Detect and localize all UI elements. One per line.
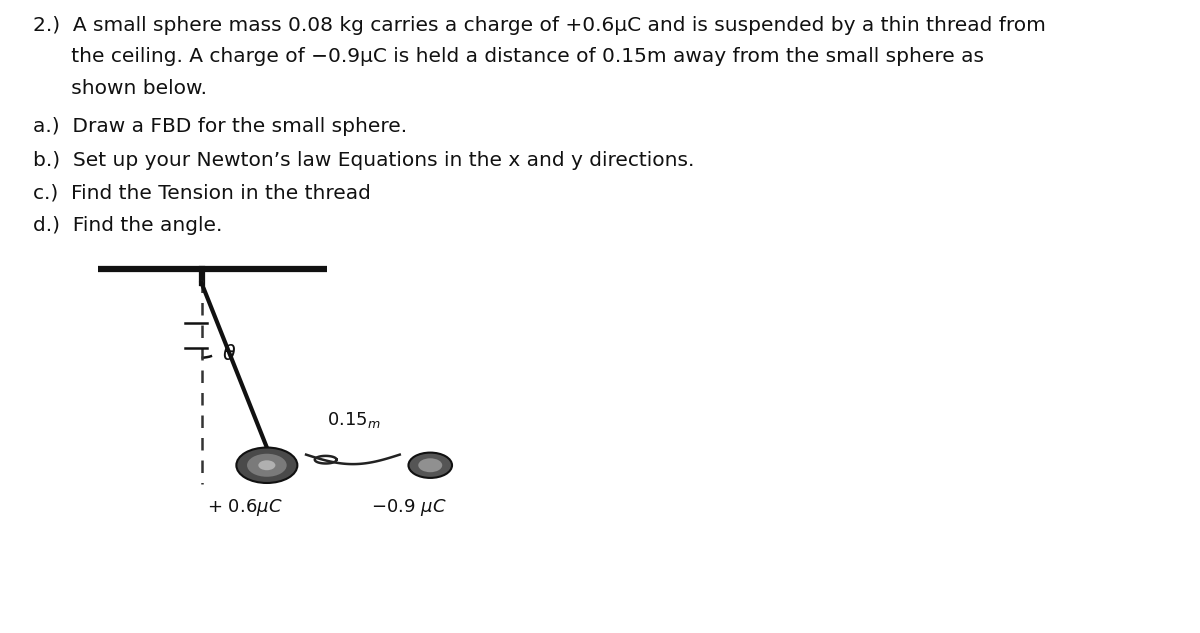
Text: 2.)  A small sphere mass 0.08 kg carries a charge of +0.6μC and is suspended by : 2.) A small sphere mass 0.08 kg carries … [32,16,1045,35]
Text: shown below.: shown below. [32,79,206,98]
Text: a.)  Draw a FBD for the small sphere.: a.) Draw a FBD for the small sphere. [32,117,407,136]
Text: the ceiling. A charge of −0.9μC is held a distance of 0.15m away from the small : the ceiling. A charge of −0.9μC is held … [32,47,984,66]
Circle shape [236,448,298,483]
Text: $0.15_m$: $0.15_m$ [328,410,380,430]
Text: d.)  Find the angle.: d.) Find the angle. [32,216,222,235]
Circle shape [258,460,275,470]
Text: $+\ 0.6\mu C$: $+\ 0.6\mu C$ [208,497,283,518]
Text: b.)  Set up your Newton’s law Equations in the x and y directions.: b.) Set up your Newton’s law Equations i… [32,151,694,170]
Text: $-0.9\ \mu C$: $-0.9\ \mu C$ [371,497,446,518]
Circle shape [247,454,287,477]
Text: $\theta$: $\theta$ [222,344,236,365]
Circle shape [408,453,452,478]
Text: c.)  Find the Tension in the thread: c.) Find the Tension in the thread [32,184,371,203]
Circle shape [419,458,443,472]
